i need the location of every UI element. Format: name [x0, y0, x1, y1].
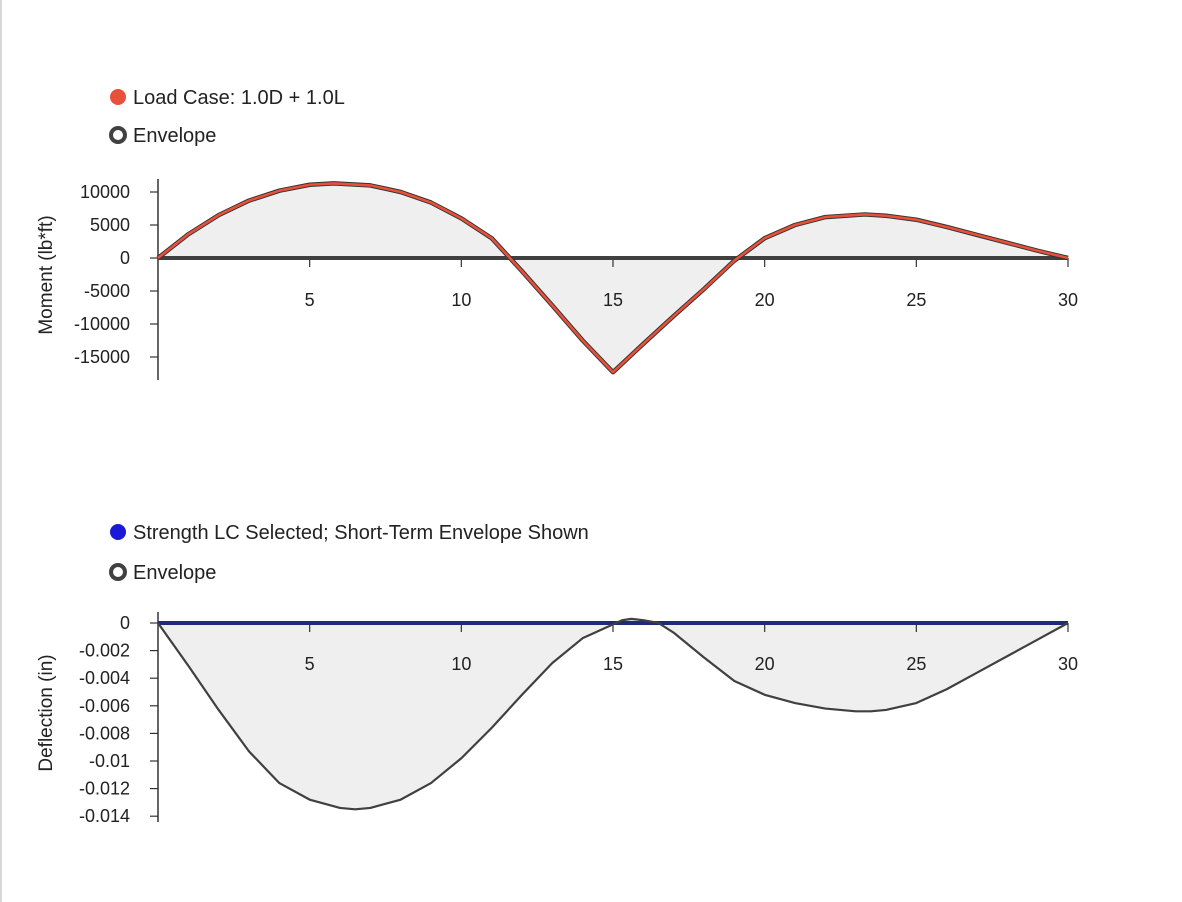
y-axis-title: Moment (lb*ft) [36, 215, 57, 334]
legend-item-envelope[interactable]: Envelope [109, 125, 216, 147]
x-tick-label: 10 [451, 290, 471, 310]
x-tick-label: 5 [305, 654, 315, 674]
legend-marker-filled [110, 89, 126, 105]
y-tick-label: -0.002 [79, 641, 130, 661]
y-tick-label: -0.014 [79, 806, 130, 826]
y-tick-label: -10000 [74, 314, 130, 334]
x-tick-label: 20 [755, 654, 775, 674]
x-tick-label: 15 [603, 654, 623, 674]
y-tick-label: -15000 [74, 347, 130, 367]
series-line-envelope[interactable] [157, 617, 1069, 811]
chart-1: Load Case: 1.0D + 1.0L Envelope 10000 5000 0… [36, 87, 1078, 380]
x-tick-label: 5 [305, 290, 315, 310]
left-border [0, 0, 2, 902]
series-area-load-case-1-0d-1-0l [158, 183, 1068, 373]
y-tick-label: -0.008 [79, 723, 130, 743]
x-tick-label: 20 [755, 290, 775, 310]
x-tick-label: 25 [906, 654, 926, 674]
legend-item-envelope[interactable]: Envelope [109, 562, 216, 584]
legend-label: Envelope [133, 562, 216, 584]
x-tick-label: 15 [603, 290, 623, 310]
y-axis-title: Deflection (in) [36, 654, 57, 771]
y-tick-label: -0.01 [89, 751, 130, 771]
chart-2: Strength LC Selected; Short-Term Envelop… [36, 522, 1078, 826]
legend-marker-filled [110, 524, 126, 540]
legend-label: Load Case: 1.0D + 1.0L [133, 87, 345, 109]
legend-marker-ring [109, 126, 127, 144]
x-tick-label: 30 [1058, 654, 1078, 674]
legend-label: Envelope [133, 125, 216, 147]
y-tick-label: -0.004 [79, 668, 130, 688]
y-tick-label: 0 [120, 613, 130, 633]
legend-label: Strength LC Selected; Short-Term Envelop… [133, 522, 589, 544]
legend-item-load-case-1-0d-1-0l[interactable]: Load Case: 1.0D + 1.0L [110, 87, 345, 109]
legend-item-strength-lc-selected-short-term-envelope-shown[interactable]: Strength LC Selected; Short-Term Envelop… [110, 522, 589, 544]
x-tick-label: 25 [906, 290, 926, 310]
y-tick-label: 10000 [80, 182, 130, 202]
x-tick-label: 10 [451, 654, 471, 674]
y-tick-label: -0.012 [79, 779, 130, 799]
series-area-envelope [158, 618, 1068, 810]
y-tick-label: -5000 [84, 281, 130, 301]
y-tick-label: -0.006 [79, 696, 130, 716]
legend-marker-ring [109, 563, 127, 581]
y-tick-label: 5000 [90, 215, 130, 235]
series-line-load-case-1-0d-1-0l[interactable] [157, 182, 1069, 374]
x-tick-label: 30 [1058, 290, 1078, 310]
y-tick-label: 0 [120, 248, 130, 268]
